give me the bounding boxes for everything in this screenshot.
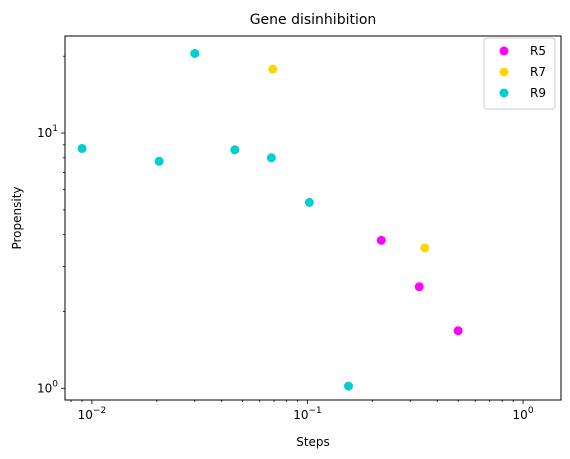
data-point-r5 <box>415 282 424 291</box>
x-axis-label: Steps <box>296 435 330 449</box>
plot-area: 10−2 10−1 100 100 101 <box>37 36 561 422</box>
x-tick-label: 10−2 <box>78 406 107 422</box>
data-point-r9 <box>78 144 87 153</box>
legend-label: R5 <box>530 44 546 58</box>
data-point-r5 <box>454 326 463 335</box>
y-axis-label: Propensity <box>10 186 24 249</box>
legend-marker-r9 <box>500 89 509 98</box>
data-point-r9 <box>267 153 276 162</box>
y-tick-label: 100 <box>37 379 58 395</box>
legend-marker-r7 <box>500 68 509 77</box>
data-point-r9 <box>155 157 164 166</box>
data-point-r9 <box>344 382 353 391</box>
data-point-r9 <box>305 198 314 207</box>
data-point-r9 <box>230 145 239 154</box>
x-tick-label: 10−1 <box>293 406 322 422</box>
data-point-r7 <box>268 65 277 74</box>
chart-title: Gene disinhibition <box>250 12 377 28</box>
legend-marker-r5 <box>500 47 509 56</box>
data-point-r7 <box>420 243 429 252</box>
legend-label: R9 <box>530 86 546 100</box>
data-point-r9 <box>190 49 199 58</box>
legend: R5 R7 R9 <box>484 38 555 109</box>
y-tick-label: 101 <box>37 124 58 140</box>
legend-label: R7 <box>530 65 546 79</box>
data-point-r5 <box>377 236 386 245</box>
x-tick-label: 100 <box>513 406 534 422</box>
